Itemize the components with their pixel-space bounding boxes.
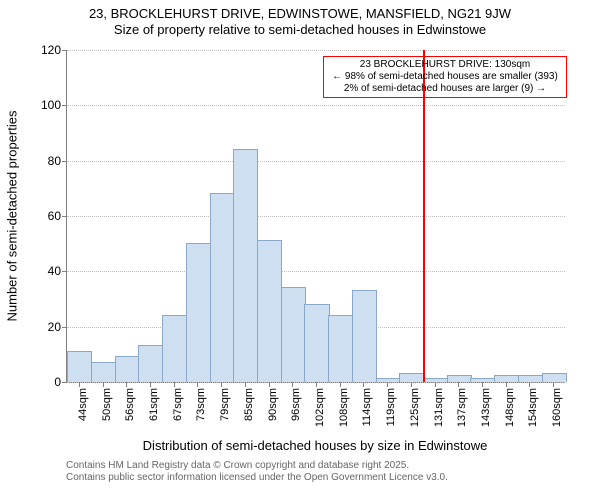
bar [352,290,377,382]
bar [328,315,353,382]
bar [210,193,235,382]
bar [494,375,519,382]
ytick-label: 100 [41,98,67,112]
ytick-label: 20 [48,320,67,334]
xtick-label: 73sqm [195,388,207,421]
xtick-label: 79sqm [219,388,231,421]
bar [233,149,258,382]
title-line-1: 23, BROCKLEHURST DRIVE, EDWINSTOWE, MANS… [0,6,600,22]
xtick-mark [103,382,104,387]
footnote-line-1: Contains HM Land Registry data © Crown c… [66,460,448,472]
xtick-label: 148sqm [504,388,516,427]
xtick-label: 137sqm [456,388,468,427]
xtick-label: 85sqm [243,388,255,421]
bar [257,240,282,382]
gridline [67,105,565,106]
xtick-label: 125sqm [409,388,421,427]
footnote: Contains HM Land Registry data © Crown c… [66,460,448,484]
bar [67,351,92,382]
xtick-mark [482,382,483,387]
xtick-label: 90sqm [267,388,279,421]
xtick-label: 114sqm [361,388,373,426]
gridline [67,216,565,217]
x-axis-label: Distribution of semi-detached houses by … [143,438,488,453]
xtick-label: 154sqm [527,388,539,427]
bar [91,362,116,382]
xtick-mark [340,382,341,387]
xtick-mark [269,382,270,387]
annotation-line: 23 BROCKLEHURST DRIVE: 130sqm [328,59,562,71]
bar [186,243,211,382]
xtick-label: 119sqm [385,388,397,426]
chart-container: 23, BROCKLEHURST DRIVE, EDWINSTOWE, MANS… [0,0,600,500]
ytick-label: 60 [48,209,67,223]
xtick-mark [174,382,175,387]
xtick-mark [245,382,246,387]
bar [281,287,306,382]
xtick-mark [506,382,507,387]
xtick-label: 61sqm [148,388,160,421]
xtick-label: 131sqm [433,388,445,427]
xtick-mark [458,382,459,387]
bar [162,315,187,382]
gridline [67,50,565,51]
bar [115,356,140,382]
xtick-mark [387,382,388,387]
xtick-mark [126,382,127,387]
gridline [67,161,565,162]
xtick-label: 44sqm [77,388,89,421]
xtick-mark [529,382,530,387]
plot-area: 02040608010012044sqm50sqm56sqm61sqm67sqm… [66,50,565,383]
title-line-2: Size of property relative to semi-detach… [0,22,600,38]
xtick-mark [292,382,293,387]
xtick-mark [363,382,364,387]
xtick-label: 102sqm [314,388,326,427]
annotation-line: ← 98% of semi-detached houses are smalle… [328,71,562,83]
ytick-label: 0 [54,375,67,389]
xtick-label: 50sqm [101,388,113,421]
annotation-line: 2% of semi-detached houses are larger (9… [328,83,562,95]
bar [138,345,163,382]
xtick-mark [553,382,554,387]
xtick-mark [316,382,317,387]
bar [399,373,424,382]
xtick-mark [221,382,222,387]
xtick-label: 67sqm [172,388,184,421]
chart-titles: 23, BROCKLEHURST DRIVE, EDWINSTOWE, MANS… [0,0,600,39]
xtick-mark [150,382,151,387]
xtick-label: 108sqm [338,388,350,427]
ytick-label: 40 [48,264,67,278]
xtick-label: 143sqm [480,388,492,427]
marker-line [423,50,425,382]
xtick-label: 56sqm [124,388,136,421]
ytick-label: 120 [41,43,67,57]
gridline [67,271,565,272]
xtick-mark [411,382,412,387]
xtick-mark [197,382,198,387]
annotation-box: 23 BROCKLEHURST DRIVE: 130sqm← 98% of se… [323,56,567,98]
xtick-mark [79,382,80,387]
ytick-label: 80 [48,154,67,168]
xtick-mark [435,382,436,387]
bar [304,304,329,382]
footnote-line-2: Contains public sector information licen… [66,472,448,484]
bar [542,373,567,382]
xtick-label: 96sqm [290,388,302,421]
xtick-label: 160sqm [551,388,563,427]
y-axis-label: Number of semi-detached properties [5,111,20,322]
